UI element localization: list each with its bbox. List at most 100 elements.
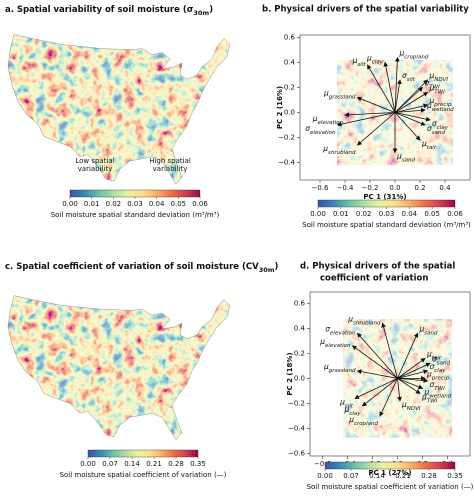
arrow-symbol: μ [366, 54, 372, 63]
annotation: variability [78, 165, 113, 173]
colorbar-tick-label: 0.07 [102, 460, 118, 468]
arrow-sub: clay [437, 125, 449, 131]
arrow-sub: TWI [429, 84, 440, 90]
colorbar-tick-label: 0.05 [171, 200, 187, 208]
arrow-label: μgrassland [323, 362, 356, 374]
arrow-sub: sand [424, 330, 438, 336]
panel-title: d. Physical drivers of the spatial [300, 262, 455, 272]
y-axis-label: PC 2 (16%) [276, 86, 284, 129]
arrow-sub: elevation [325, 342, 351, 348]
title-text: c. Spatial coefficient of variation of s… [5, 262, 259, 272]
y-tick-label: 0.6 [284, 34, 296, 42]
arrow-symbol: μ [339, 397, 345, 406]
x-axis-label: PC 1 (27%) [368, 469, 411, 477]
panel-title: c. Spatial coefficient of variation of s… [5, 262, 279, 275]
x-axis-label: PC 1 (31%) [363, 193, 406, 201]
arrow-sub: sand [437, 360, 451, 366]
arrow-symbol: μ [419, 324, 425, 333]
arrow-symbol: μ [401, 400, 407, 409]
colorbar-tick-label: 0.35 [190, 460, 206, 468]
x-tick-label: 0.0 [389, 184, 400, 192]
loading-arrow [356, 112, 396, 146]
loading-arrow [397, 378, 424, 390]
map-field [8, 295, 230, 440]
title-end: ) [209, 5, 213, 15]
arrow-sub: NDVI [407, 405, 421, 411]
map-field [8, 34, 230, 185]
x-tick-label: −0.6 [312, 184, 330, 192]
arrow-symbol: μ [319, 337, 325, 346]
y-tick-label: 0.6 [294, 299, 306, 307]
arrow-symbol: σ [432, 354, 437, 363]
arrow-label: μcropland [348, 415, 378, 427]
colorbar [324, 461, 456, 470]
arrow-label: σTWI [425, 79, 441, 91]
arrow-symbol: μ [347, 314, 353, 323]
y-tick-label: −0.4 [288, 424, 306, 432]
arrow-symbol: σ [325, 324, 330, 333]
colorbar [69, 189, 201, 198]
arrow-symbol: μ [421, 392, 427, 401]
annotation: High spatial [149, 157, 191, 165]
arrow-label: μsilt [339, 397, 354, 409]
colorbar-label: Soil moisture spatial coefficient of var… [60, 471, 227, 479]
arrow-symbol: σ [425, 79, 430, 88]
colorbar-tick-label: 0.21 [395, 472, 411, 480]
loading-arrow [336, 112, 396, 127]
arrow-sub: clay [349, 410, 361, 416]
loading-arrow [394, 103, 429, 113]
annotation: Low spatial [75, 157, 114, 165]
loading-arrow [361, 378, 398, 407]
y-tick-label: −0.6 [288, 449, 306, 457]
arrow-symbol: μ [429, 96, 435, 105]
colorbar-tick-label: 0.28 [421, 472, 437, 480]
title-sub: 30m [193, 9, 209, 17]
plot-frame [299, 34, 471, 181]
y-tick-label: −0.2 [288, 399, 305, 407]
arrow-label: μwetland [426, 101, 454, 113]
arrow-label: μshrubland [322, 144, 356, 156]
arrow-sub: grassland [329, 94, 356, 100]
loading-arrow [344, 112, 396, 118]
loading-arrow [379, 378, 398, 417]
arrow-sub: TWI [434, 89, 445, 95]
colorbar-tick-label: 0.02 [106, 200, 122, 208]
colorbar-tick-label: 0.07 [343, 472, 359, 480]
arrow-sub: tair [427, 145, 437, 151]
x-tick-label: −0.6 [314, 460, 332, 468]
arrow-label: μsilt [352, 56, 367, 68]
panel-title: coefficient of variation [320, 274, 428, 284]
arrow-sub: precip [431, 375, 450, 381]
y-tick-label: −0.4 [278, 159, 296, 167]
colorbar [87, 449, 199, 458]
arrow-sub: grassland [329, 367, 356, 373]
loading-arrow [356, 96, 396, 113]
arrow-label: μprecip [429, 96, 452, 108]
colorbar-tick-label: 0.00 [317, 472, 333, 480]
arrow-label: μTWI [421, 392, 438, 404]
loading-arrow [397, 362, 431, 379]
loading-arrow [394, 112, 421, 141]
colorbar-tick-label: 0.35 [447, 472, 463, 480]
arrow-symbol: μ [399, 49, 405, 58]
arrow-symbol: σ [305, 124, 310, 133]
arrow-label: σsand [427, 124, 445, 136]
colorbar-tick-label: 0.04 [149, 200, 165, 208]
arrow-label: σclay [432, 119, 449, 131]
arrow-sub: shrubland [353, 320, 381, 326]
colorbar-tick-label: 0.03 [127, 200, 143, 208]
colorbar-tick-label: 0.06 [192, 200, 208, 208]
arrow-sub: clay [372, 59, 384, 65]
arrow-sub: precip [433, 102, 452, 108]
colorbar-tick-label: 0.06 [447, 210, 463, 218]
arrow-label: μgrassland [323, 89, 356, 101]
arrow-label: σelevation [325, 324, 356, 336]
arrow-label: σsilt [402, 71, 416, 83]
x-tick-label: 0.2 [414, 184, 425, 192]
arrow-label: μtair [426, 349, 442, 361]
colorbar-tick-label: 0.28 [168, 460, 184, 468]
arrow-symbol: μ [322, 144, 328, 153]
x-tick-label: −0.4 [337, 184, 355, 192]
arrow-sub: clay [434, 367, 446, 373]
colorbar-tick-label: 0.14 [369, 472, 385, 480]
